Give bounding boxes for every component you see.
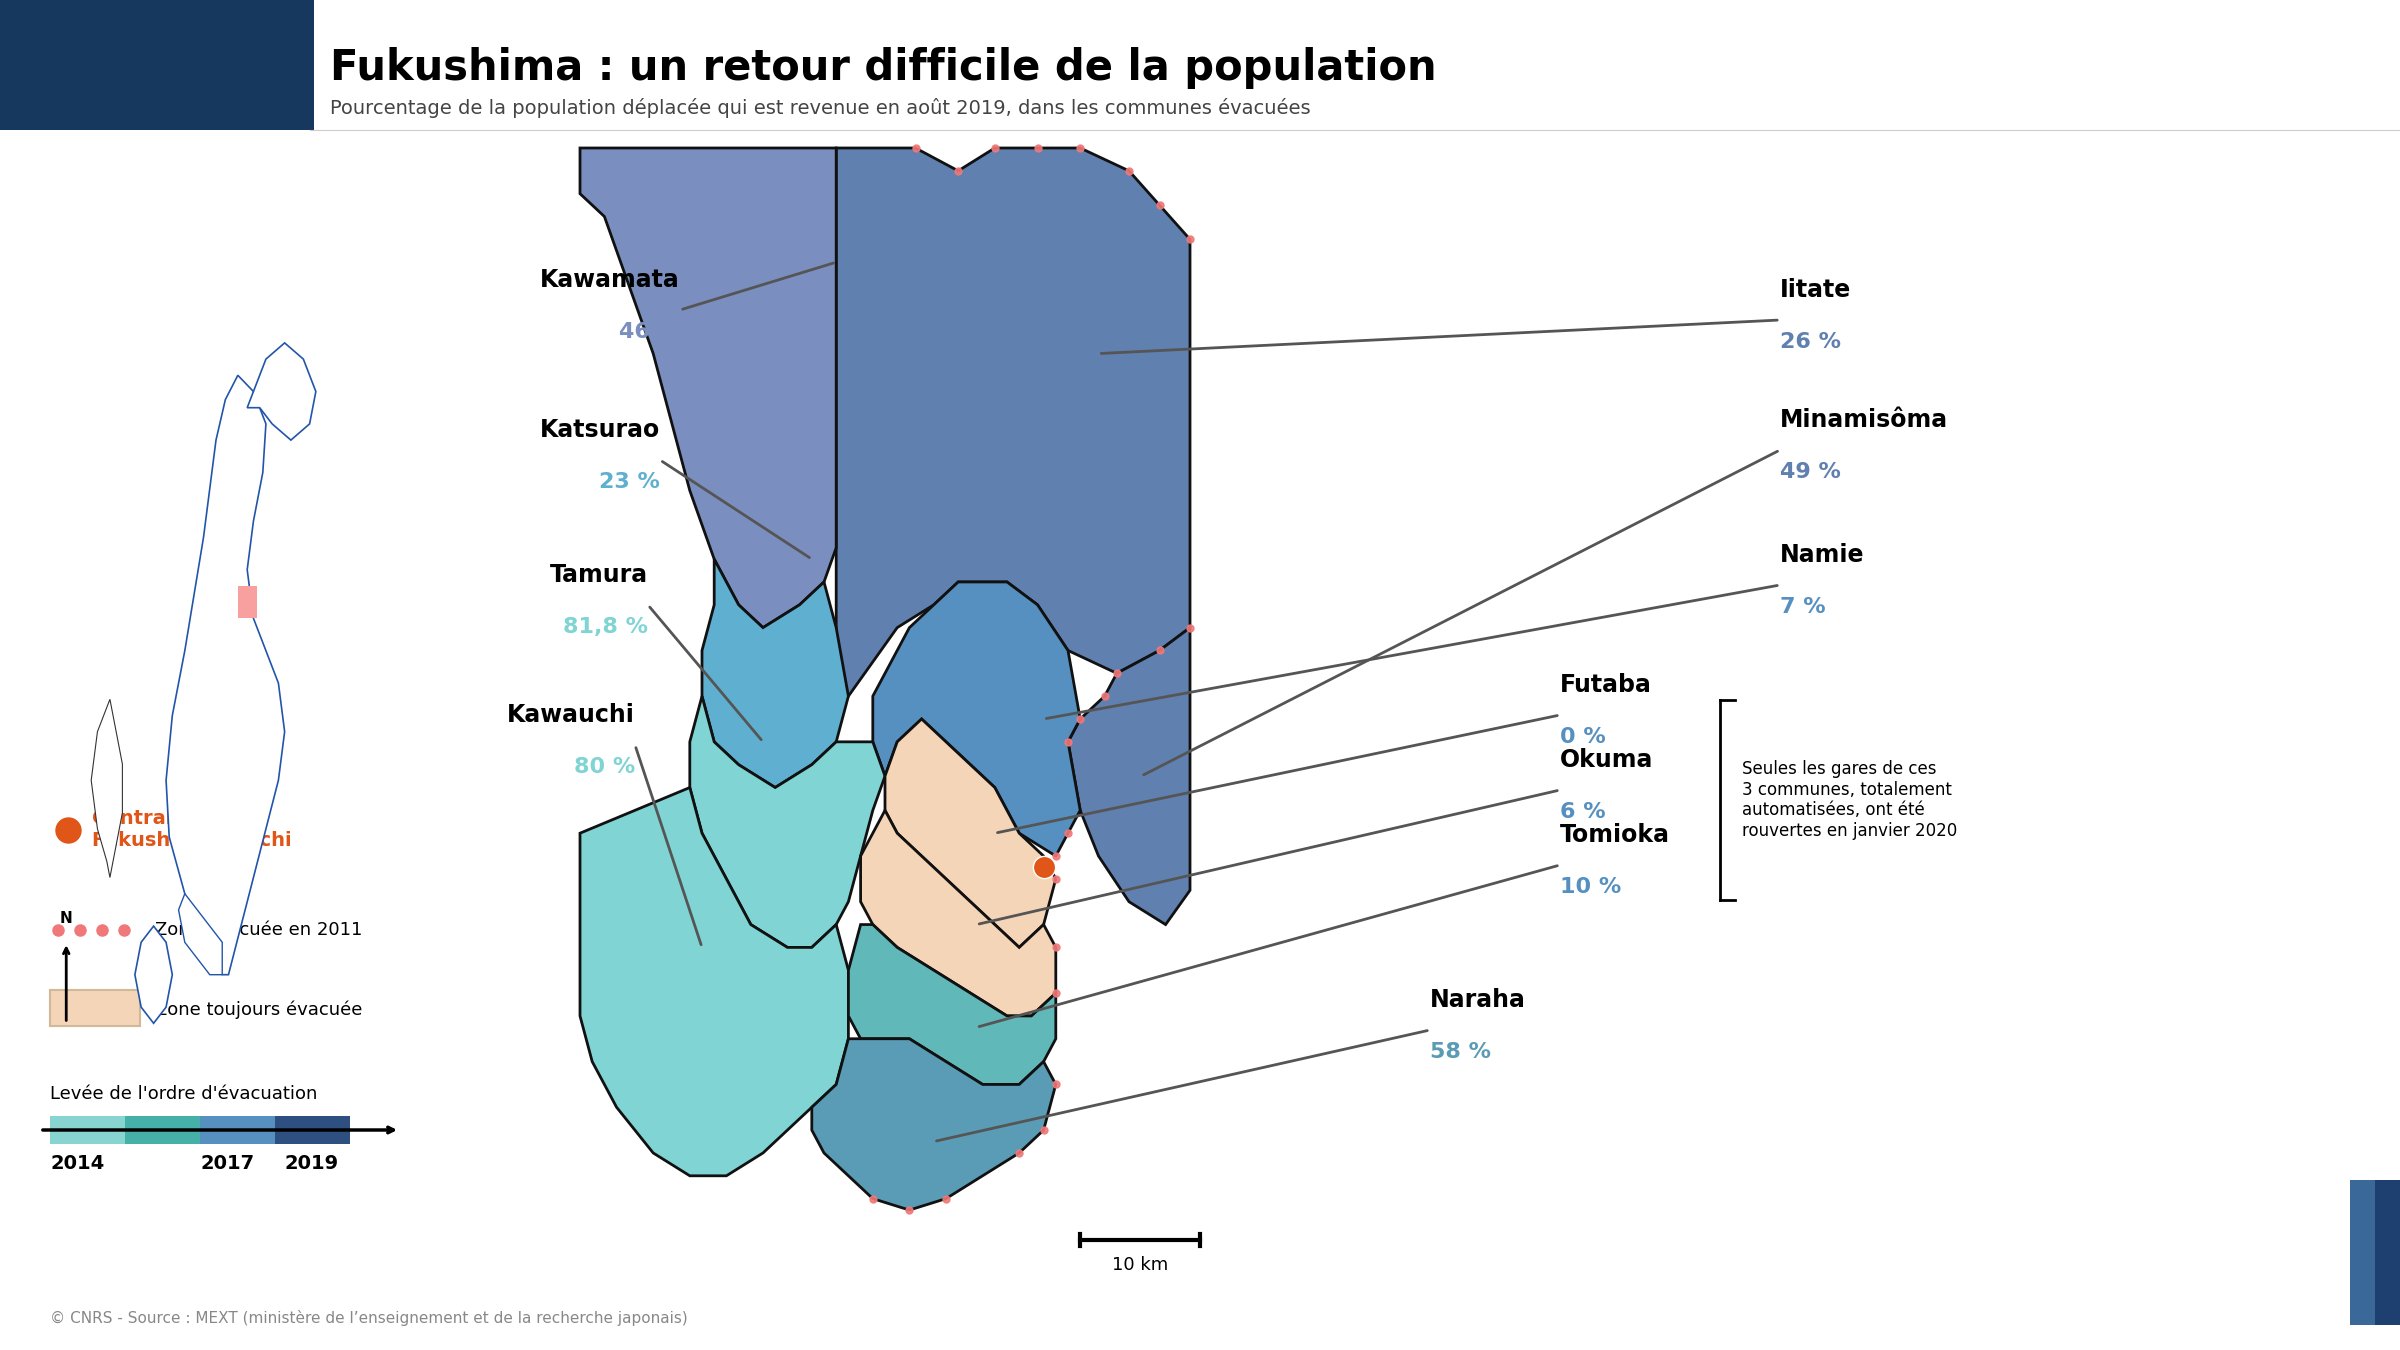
Bar <box>310 0 314 130</box>
Text: 49 %: 49 % <box>1781 462 1841 482</box>
Polygon shape <box>581 148 835 628</box>
Text: Kawamata: Kawamata <box>540 269 679 292</box>
Text: 6 %: 6 % <box>1560 802 1606 822</box>
Bar <box>238 586 257 618</box>
Polygon shape <box>835 148 1190 697</box>
Polygon shape <box>166 375 286 975</box>
Polygon shape <box>886 720 1056 948</box>
Bar <box>276 1116 350 1143</box>
Bar <box>50 990 139 1026</box>
Polygon shape <box>1068 628 1190 925</box>
Polygon shape <box>134 926 173 1023</box>
Text: Futaba: Futaba <box>1560 674 1651 697</box>
Polygon shape <box>247 343 317 440</box>
Text: Levée de l'ordre d'évacuation: Levée de l'ordre d'évacuation <box>50 1085 317 1103</box>
Bar <box>125 1116 199 1143</box>
Text: 0 %: 0 % <box>1560 728 1606 747</box>
Text: 10 km: 10 km <box>1111 1256 1169 1274</box>
Text: Katsurao: Katsurao <box>540 418 660 441</box>
Text: 10 %: 10 % <box>1560 878 1622 896</box>
Bar <box>2350 1180 2376 1324</box>
Text: Fukushima : un retour difficile de la population: Fukushima : un retour difficile de la po… <box>331 47 1438 89</box>
Text: 2017: 2017 <box>199 1154 254 1173</box>
Text: Naraha: Naraha <box>1430 988 1526 1012</box>
Text: Zone toujours évacuée: Zone toujours évacuée <box>156 1000 362 1019</box>
Text: Okuma: Okuma <box>1560 748 1654 772</box>
Polygon shape <box>689 697 886 948</box>
Text: 26 %: 26 % <box>1781 332 1841 352</box>
Text: Zone évacuée en 2011: Zone évacuée en 2011 <box>156 921 362 940</box>
Polygon shape <box>874 582 1080 856</box>
Text: Minamisôma: Minamisôma <box>1781 408 1949 432</box>
Polygon shape <box>581 787 850 1176</box>
Text: Tamura: Tamura <box>550 563 648 587</box>
Text: 46 %: 46 % <box>619 323 679 342</box>
Polygon shape <box>703 559 850 787</box>
Text: Kawauchi: Kawauchi <box>506 703 636 728</box>
Bar <box>2376 1180 2400 1324</box>
Bar <box>50 1116 125 1143</box>
Text: Tomioka: Tomioka <box>1560 824 1670 846</box>
Text: © CNRS - Source : MEXT (ministère de l’enseignement et de la recherche japonais): © CNRS - Source : MEXT (ministère de l’e… <box>50 1310 689 1326</box>
Text: Centrale de
Fukushima Daiichi: Centrale de Fukushima Daiichi <box>91 810 293 850</box>
Bar <box>199 1116 276 1143</box>
Polygon shape <box>850 925 1056 1084</box>
Text: Iitate: Iitate <box>1781 278 1850 302</box>
Polygon shape <box>811 1038 1056 1210</box>
Text: 80 %: 80 % <box>574 757 636 778</box>
Text: 2014: 2014 <box>50 1154 103 1173</box>
Text: Namie: Namie <box>1781 543 1865 567</box>
Text: Pourcentage de la population déplacée qui est revenue en août 2019, dans les com: Pourcentage de la population déplacée qu… <box>331 99 1310 117</box>
Text: 58 %: 58 % <box>1430 1042 1490 1062</box>
Text: 2019: 2019 <box>286 1154 338 1173</box>
Text: 23 %: 23 % <box>600 472 660 491</box>
Bar <box>0 0 310 130</box>
Text: Seules les gares de ces
3 communes, totalement
automatisées, ont été
rouvertes e: Seules les gares de ces 3 communes, tota… <box>1742 760 1958 840</box>
Text: 7 %: 7 % <box>1781 597 1826 617</box>
Text: 81,8 %: 81,8 % <box>564 617 648 637</box>
Polygon shape <box>862 810 1056 1017</box>
Polygon shape <box>91 699 122 878</box>
Text: N: N <box>60 911 72 926</box>
Polygon shape <box>178 894 223 975</box>
